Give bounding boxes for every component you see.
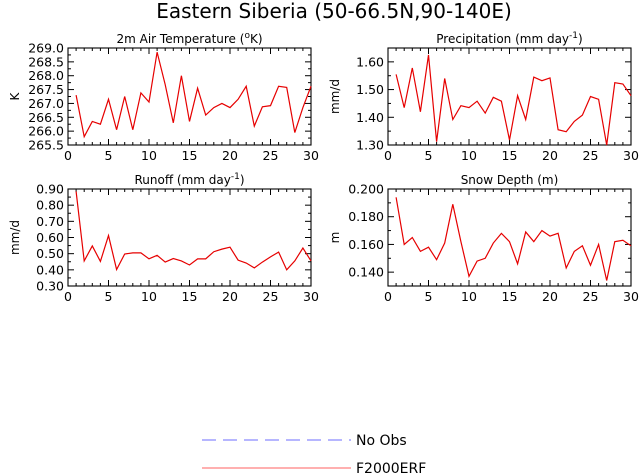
chart-1-ytick-label: 1.50	[356, 82, 384, 97]
chart-0-xtick-label: 30	[303, 148, 319, 163]
chart-3-ytick-label: 0.200	[348, 182, 384, 197]
chart-3-xtick-label: 15	[502, 289, 518, 304]
chart-1-xtick-label: 30	[623, 148, 639, 163]
chart-1-ytick-label: 1.60	[356, 54, 384, 69]
chart-0-xtick-label: 5	[105, 148, 113, 163]
chart-3-title: Snow Depth (m)	[461, 173, 559, 187]
chart-2-xtick-label: 15	[182, 289, 198, 304]
chart-3-frame	[387, 188, 632, 287]
panel-precipitation: Precipitation (mm day-1) 0 5 10 15 20 25 30 1.30…	[328, 31, 639, 163]
chart-0-xtick-label: 10	[141, 148, 157, 163]
chart-0-ytick-label: 265.5	[28, 138, 64, 153]
legend-label-no-obs: No Obs	[356, 433, 407, 449]
chart-0-ytick-label: 267.5	[28, 82, 64, 97]
chart-3-ytick-label: 0.180	[348, 209, 384, 224]
chart-1-xtick-label: 10	[461, 148, 477, 163]
chart-2-ylabel: mm/d	[8, 220, 22, 255]
chart-1-xtick-label: 0	[384, 148, 392, 163]
chart-0-xtick-label: 15	[182, 148, 198, 163]
chart-1-xtick-label: 5	[425, 148, 433, 163]
chart-2-frame	[67, 188, 312, 287]
chart-3-xtick-label: 5	[425, 289, 433, 304]
chart-1-series-0-line	[395, 54, 632, 146]
chart-3-xtick-label: 0	[384, 289, 392, 304]
panel-air-temperature: 2m Air Temperature (oK) 0 5 10 15 20 25 30 265.5…	[8, 31, 319, 163]
chart-2-ytick-label: 0.40	[36, 262, 64, 277]
chart-2-xtick-label: 0	[64, 289, 72, 304]
panel-snow-depth: Snow Depth (m) 0 5 10 15 20 25 30 0.140 0.160 0.18…	[328, 173, 639, 304]
chart-2-ytick-label: 0.70	[36, 214, 64, 229]
chart-2-xtick-label: 30	[303, 289, 319, 304]
chart-0-ytick-label: 268.5	[28, 54, 64, 69]
chart-0-ylabel: K	[8, 91, 22, 100]
chart-0-ytick-label: 268.0	[28, 68, 64, 83]
chart-2-xtick-label: 10	[141, 289, 157, 304]
chart-2-xtick-label: 5	[105, 289, 113, 304]
chart-0-xtick-label: 25	[263, 148, 279, 163]
chart-0-ytick-label: 266.5	[28, 110, 64, 125]
chart-2-ytick-label: 0.80	[36, 198, 64, 213]
chart-1-xtick-label: 25	[583, 148, 599, 163]
chart-3-xtick-label: 20	[542, 289, 558, 304]
chart-3-xtick-label: 30	[623, 289, 639, 304]
chart-1-xtick-label: 20	[542, 148, 558, 163]
chart-0-ytick-label: 266.0	[28, 124, 64, 139]
chart-1-ytick-label: 1.40	[356, 110, 384, 125]
chart-2-ytick-label: 0.50	[36, 246, 64, 261]
chart-1-frame	[387, 47, 632, 146]
chart-2-ytick-label: 0.60	[36, 230, 64, 245]
chart-0-ytick-label: 267.0	[28, 96, 64, 111]
chart-3-series-0-line	[395, 197, 632, 281]
panel-runoff: Runoff (mm day-1) 0 5 10 15 20 25 30 0.30 0.400.5…	[8, 172, 319, 304]
chart-3-ytick-label: 0.140	[348, 265, 384, 280]
figure-title: Eastern Siberia (50-66.5N,90-140E)	[156, 0, 512, 23]
chart-2-series-0-line	[75, 191, 312, 272]
chart-2-ytick-label: 0.30	[36, 279, 64, 294]
legend-label-f2000erf: F2000ERF	[356, 461, 426, 476]
chart-3-ylabel: m	[328, 232, 342, 244]
chart-0-title: 2m Air Temperature (oK)	[116, 31, 262, 46]
chart-1-ylabel: mm/d	[328, 79, 342, 114]
chart-2-ytick-label: 0.90	[36, 182, 64, 197]
chart-0-ytick-label: 269.0	[28, 41, 64, 56]
chart-2-title: Runoff (mm day-1)	[134, 172, 244, 187]
chart-2-xtick-label: 25	[263, 289, 279, 304]
chart-3-xtick-label: 25	[583, 289, 599, 304]
chart-3-ytick-label: 0.160	[348, 237, 384, 252]
chart-0-xtick-label: 20	[222, 148, 238, 163]
chart-1-title: Precipitation (mm day-1)	[436, 31, 582, 46]
chart-0-series-0-line	[75, 52, 312, 139]
chart-1-ytick-label: 1.30	[356, 138, 384, 153]
chart-1-xtick-label: 15	[502, 148, 518, 163]
chart-2-xtick-label: 20	[222, 289, 238, 304]
legend: No Obs F2000ERF	[202, 433, 426, 476]
chart-0-xtick-label: 0	[64, 148, 72, 163]
chart-3-xtick-label: 10	[461, 289, 477, 304]
